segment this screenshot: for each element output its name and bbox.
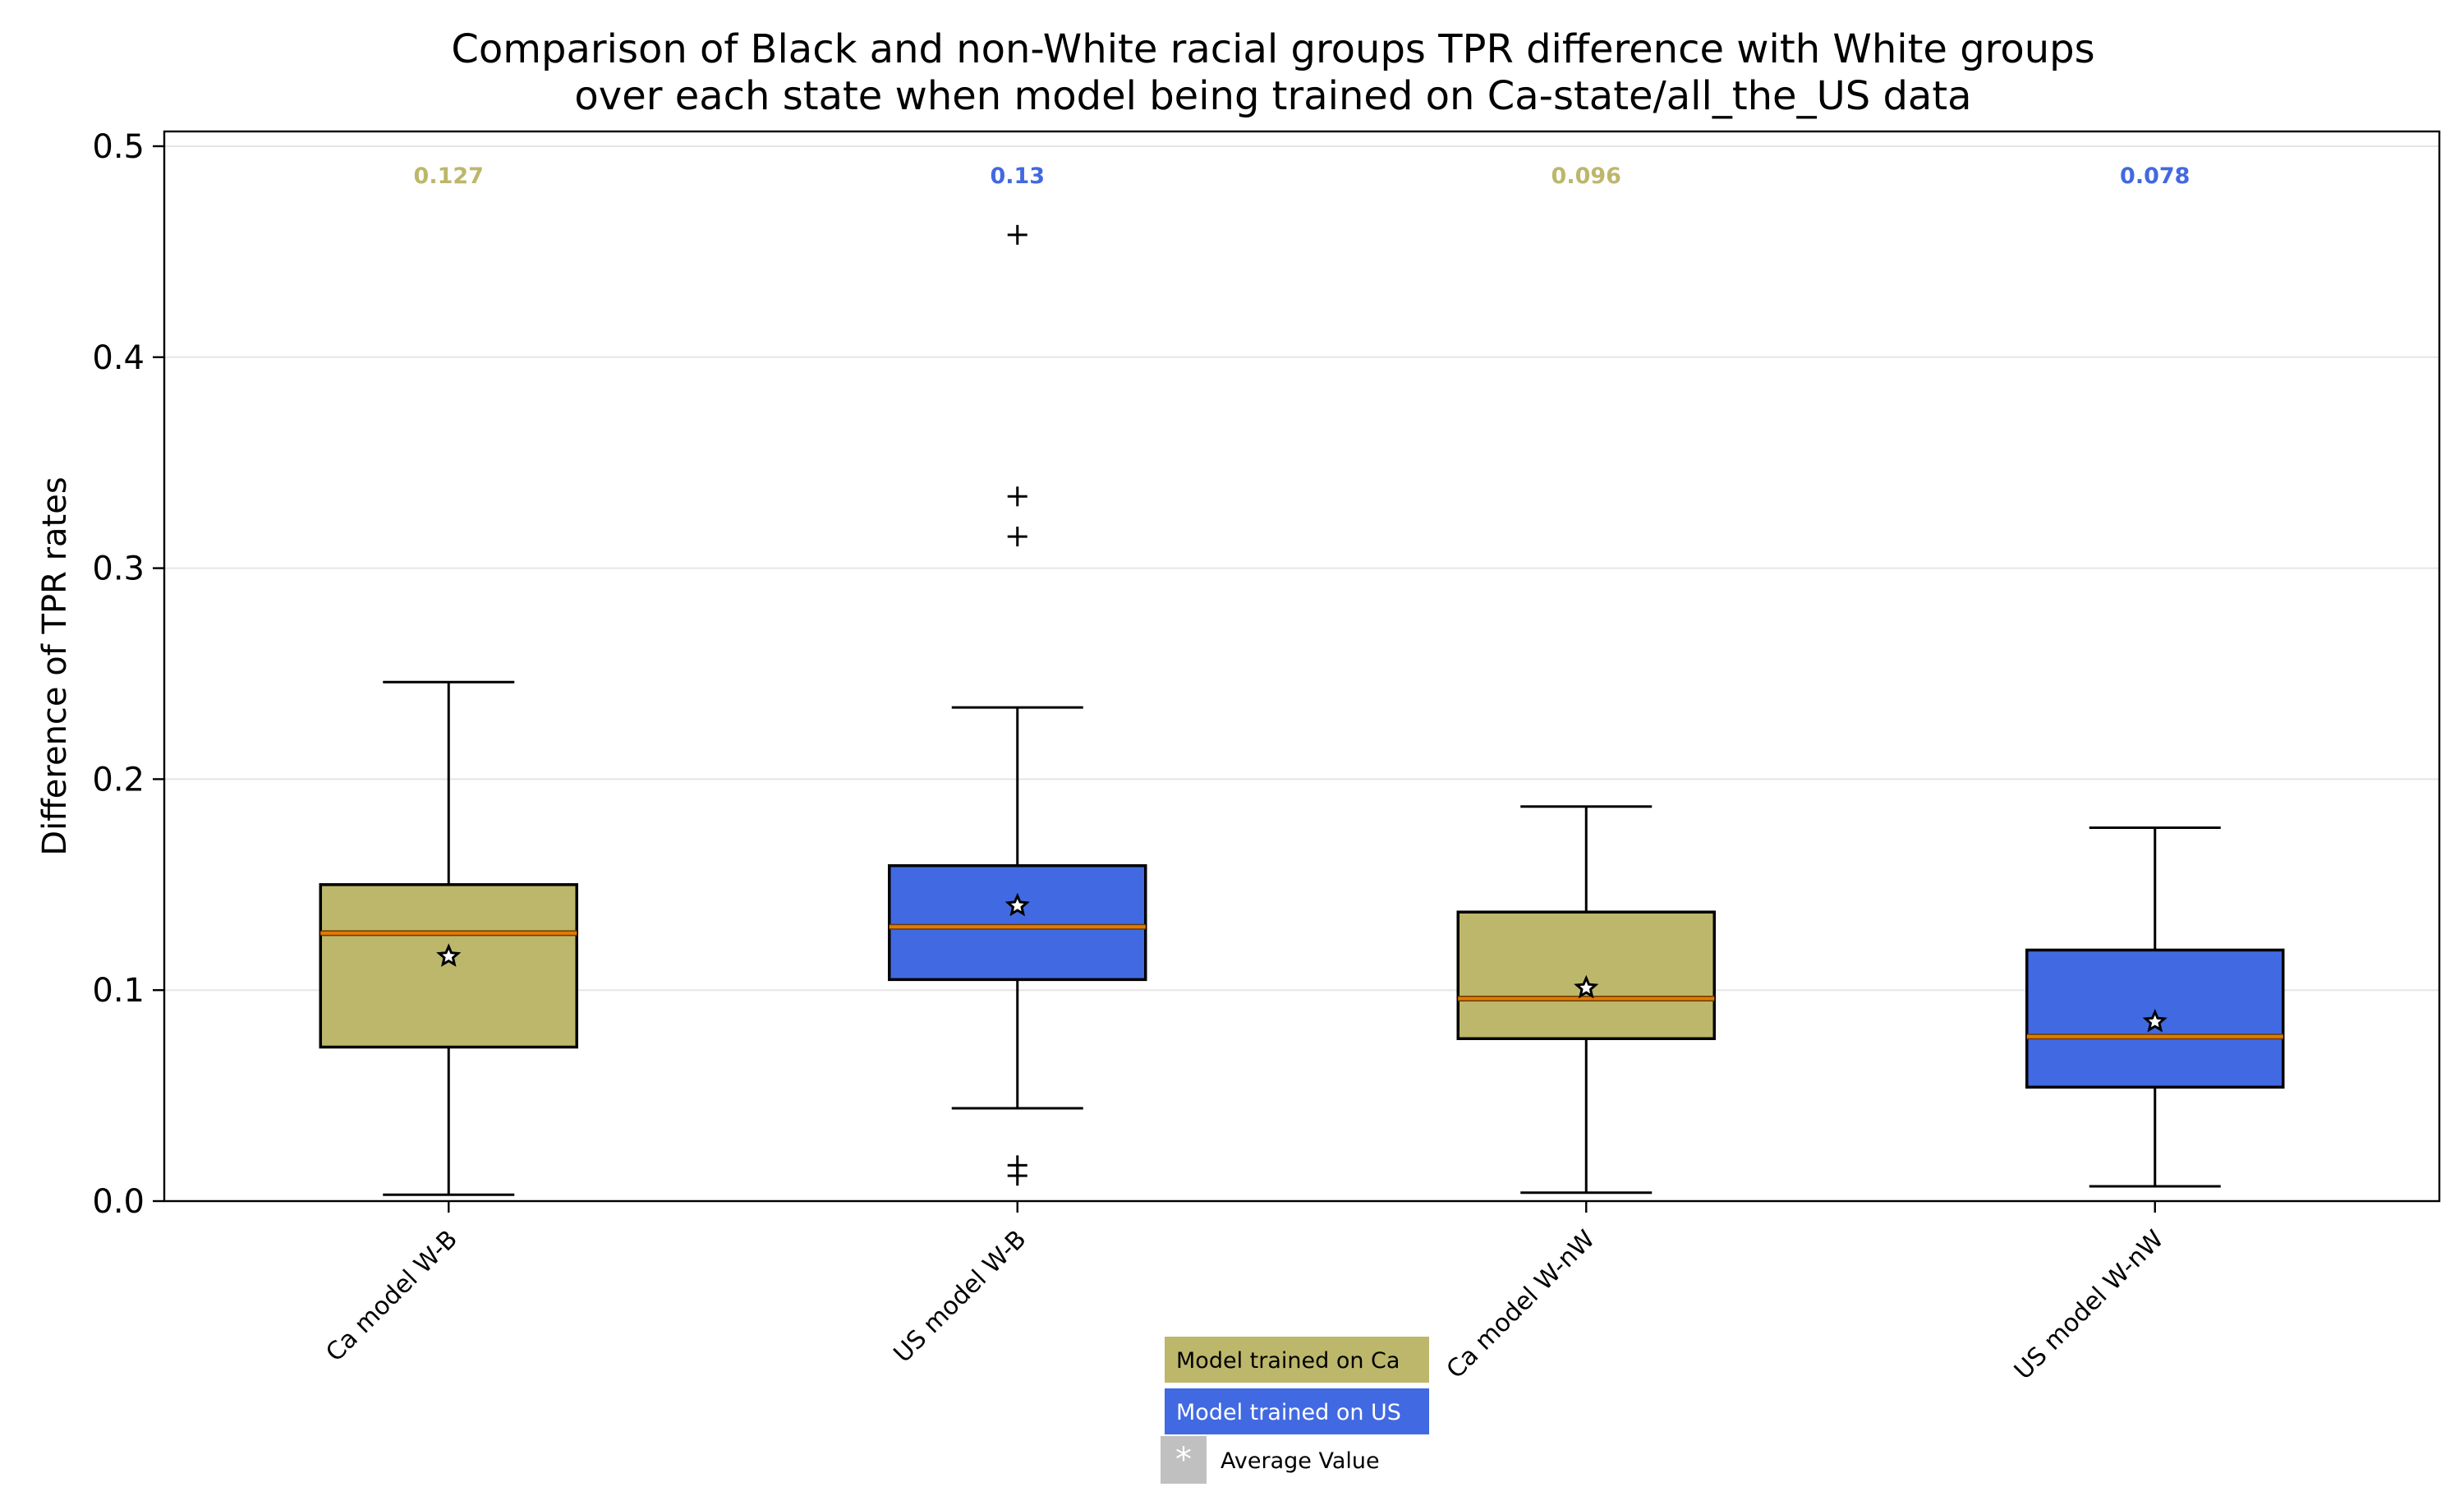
y-tick-label: 0.3 [92,550,145,588]
mean-marker [436,943,462,967]
x-tick-label: US model W-nW [2009,1225,2169,1385]
box-iqr [319,883,578,1049]
legend-average-marker: * [1175,1441,1192,1479]
y-tick-label: 0.4 [92,339,145,377]
mean-marker [2142,1008,2167,1033]
x-tick-label: US model W-B [889,1225,1032,1369]
median-value-label: 0.13 [990,163,1045,189]
x-tick-label: Ca model W-nW [1441,1225,1601,1384]
mean-marker [1574,974,1599,999]
legend-swatch-us [1165,1388,1429,1434]
box-group: 0.078 [2025,163,2285,1188]
median-value-label: 0.078 [2120,163,2190,189]
legend-swatch-ca [1165,1337,1429,1383]
chart-title-line-2: over each state when model being trained… [574,73,1971,119]
legend-label-average: Average Value [1221,1448,1380,1474]
y-tick-label: 0.0 [92,1183,145,1221]
box-series: 0.127 0.13 0.096 0.078 [319,163,2285,1196]
chart-title-line-1: Comparison of Black and non-White racial… [451,26,2094,72]
legend-label-ca: Model trained on Ca [1176,1348,1400,1374]
y-axis-ticks: 0.0 0.1 0.2 0.3 0.4 0.5 [92,128,164,1221]
median-value-label: 0.096 [1551,163,1621,189]
y-tick-label: 0.2 [92,761,145,799]
box-group: 0.096 [1456,163,1716,1195]
y-tick-label: 0.1 [92,972,145,1010]
legend: Model trained on Ca Model trained on US * A… [1161,1337,1429,1484]
median-value-label: 0.127 [414,163,484,189]
x-tick-label: Ca model W-B [320,1225,463,1368]
legend-label-us: Model trained on US [1176,1400,1401,1425]
box-group: 0.127 [319,163,578,1196]
y-axis-label: Difference of TPR rates [36,476,74,855]
mean-marker [1004,892,1030,917]
y-tick-label: 0.5 [92,128,145,166]
plot-frame [163,130,2441,1203]
legend-swatch-average [1161,1436,1207,1484]
box-group: 0.13 [888,163,1147,1186]
box-iqr [888,863,1147,982]
